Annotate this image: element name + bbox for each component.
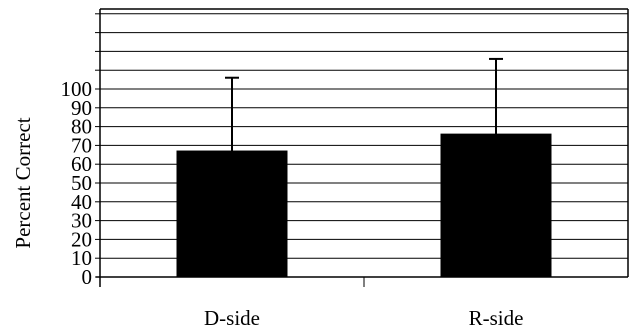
x-tick-labels: D-side R-side: [204, 306, 523, 330]
y-tick-label: 20: [71, 227, 92, 251]
x-tick-label: D-side: [204, 306, 260, 330]
error-bars: [225, 57, 503, 152]
y-tick-label: 100: [61, 77, 93, 101]
bars: [176, 133, 552, 278]
y-tick-label: 10: [71, 246, 92, 270]
y-tick-label: 50: [71, 171, 92, 195]
y-tick-label: 0: [82, 265, 93, 289]
y-tick-label: 80: [71, 115, 92, 139]
y-tick-label: 40: [71, 190, 92, 214]
y-tick-label: 30: [71, 209, 92, 233]
y-tick-label: 60: [71, 152, 92, 176]
axes: [95, 8, 629, 287]
x-tick-label: R-side: [469, 306, 524, 330]
y-axis-label: Percent Correct: [11, 117, 35, 248]
y-tick-label: 90: [71, 96, 92, 120]
bar-r-side: [440, 133, 552, 278]
y-tick-label: 70: [71, 133, 92, 157]
bar-d-side: [176, 150, 288, 278]
